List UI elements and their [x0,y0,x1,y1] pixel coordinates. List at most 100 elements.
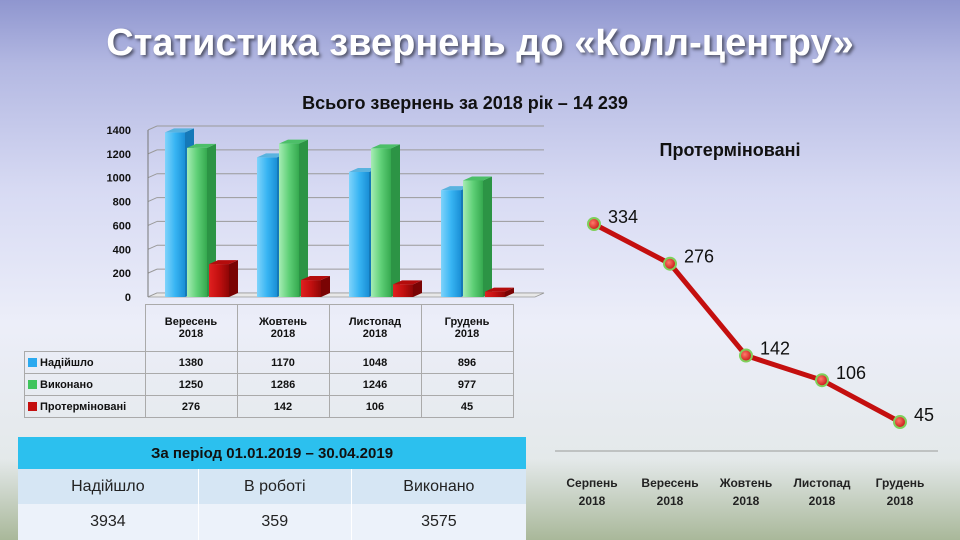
y-tick-label: 400 [113,244,131,256]
row-label-text: Протерміновані [40,400,127,413]
row-label-text: Надійшло [40,356,94,369]
bar-top [371,144,400,149]
table-cell: 276 [144,395,238,418]
period-title: За період 01.01.2019 – 30.04.2019 [18,437,526,469]
col-year: 2018 [362,328,388,340]
table-cell: 896 [420,351,514,374]
col-year: 2018 [454,328,480,340]
col-month: Листопад [348,316,402,328]
y-tick-label: 800 [113,197,131,209]
bar-top [441,186,470,191]
table-header-row: Вересень 2018 Жовтень 2018 Листопад 2018 Гр… [25,304,514,352]
bar-top [165,128,194,133]
data-label: 142 [760,339,790,359]
bar-side [321,276,330,297]
data-label: 334 [608,207,638,227]
table-cell: 1048 [328,351,422,374]
y-tick-label: 600 [113,220,131,232]
period-value-row: 3934 359 3575 [18,504,526,540]
line-x-label: Грудень 2018 [862,474,938,510]
table-cell: 1286 [236,373,330,396]
x-label-month: Грудень [875,476,925,490]
line-chart-title: Протерміновані [659,140,801,160]
line-x-label: Жовтень 2018 [708,474,784,510]
period-header: Надійшло [18,469,199,504]
col-month: Грудень [444,316,490,328]
bar-top [463,176,492,181]
bar [257,157,277,297]
bar [463,180,483,297]
table-cell: 1170 [236,351,330,374]
row-label: Виконано [24,373,146,396]
bar [393,284,413,297]
x-label-year: 2018 [808,494,836,508]
gridline-depth [147,197,158,203]
series-line [592,221,902,425]
y-tick-label: 200 [113,268,131,280]
data-point [739,348,753,363]
bar-top [349,167,378,172]
period-value: 359 [198,504,352,540]
table-cell: 977 [420,373,514,396]
bar-top [485,287,514,292]
table-corner [25,305,146,352]
bar-side [413,280,422,297]
bar [209,264,229,297]
bar [279,143,299,297]
bar [441,190,461,297]
bar [349,171,369,297]
table-col-header: Жовтень 2018 [236,304,330,352]
table-col-header: Вересень 2018 [144,304,238,352]
gridline-depth [147,149,158,155]
table-cell: 106 [328,395,422,418]
bar-top [301,276,330,281]
bar-side [505,287,514,297]
bar [485,291,505,297]
table-cell: 1246 [328,373,422,396]
col-year: 2018 [270,328,296,340]
x-label-month: Жовтень [719,476,773,490]
bar [371,148,391,297]
bar-top [209,260,238,265]
period-header-row: Надійшло В роботі Виконано [18,469,526,504]
bar-chart-title: Всього звернень за 2018 рік – 14 239 [302,93,628,113]
table-row: Виконано 1250 1286 1246 977 [24,373,514,396]
bar-side [299,139,308,297]
col-month: Вересень [164,316,218,328]
y-tick-label: 1200 [107,149,131,161]
gridline-depth [147,220,158,226]
table-cell: 1250 [144,373,238,396]
table-cell: 45 [420,395,514,418]
period-table: За період 01.01.2019 – 30.04.2019 Надійш… [18,437,526,540]
row-label: Протерміновані [24,395,146,418]
period-header: Виконано [351,469,526,504]
row-label: Надійшло [24,351,146,374]
bar-top [187,143,216,148]
period-header: В роботі [198,469,352,504]
x-label-month: Вересень [641,476,699,490]
bar-top [393,280,422,285]
col-month: Жовтень [258,316,308,328]
period-value: 3575 [351,504,526,540]
bar-top [257,153,286,158]
line-x-label: Вересень 2018 [632,474,708,510]
x-label-year: 2018 [732,494,760,508]
bar-side [483,176,492,297]
table-col-header: Листопад 2018 [328,304,422,352]
period-value: 3934 [18,504,199,540]
x-label-year: 2018 [578,494,606,508]
table-cell: 142 [236,395,330,418]
data-point [815,373,829,388]
x-label-month: Серпень [566,476,618,490]
bar-chart: 0 200 400 600 800 1000 1200 1400 [107,125,545,304]
x-label-year: 2018 [886,494,914,508]
y-tick-label: 1400 [107,125,131,137]
data-label: 106 [836,363,866,383]
data-point [587,217,601,231]
gridline-depth [147,268,158,274]
x-label-month: Листопад [793,476,851,490]
line-x-label: Листопад 2018 [784,474,860,510]
bar-top [279,139,308,144]
data-point [893,415,907,429]
legend-swatch-red [28,401,37,411]
